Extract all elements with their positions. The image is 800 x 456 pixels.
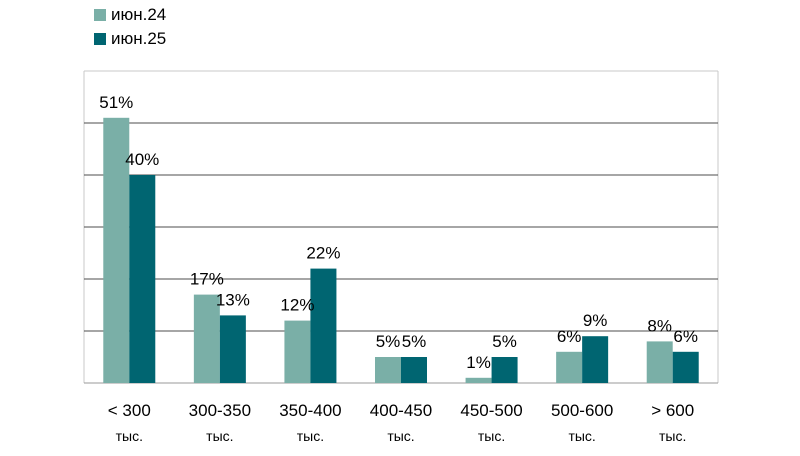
data-label-series2-cat2: 13% bbox=[216, 290, 250, 309]
x-tick-sublabel-3: тыс. bbox=[297, 428, 324, 444]
data-label-series2-cat4: 5% bbox=[402, 332, 427, 351]
data-label-series1-cat2: 17% bbox=[190, 270, 224, 289]
x-tick-sublabel-2: тыс. bbox=[206, 428, 233, 444]
data-label-series2-cat6: 9% bbox=[583, 311, 608, 330]
data-label-series1-cat1: 51% bbox=[99, 93, 133, 112]
bar-series1-cat3 bbox=[284, 320, 311, 383]
bar-series2-cat1 bbox=[129, 175, 156, 383]
bar-series2-cat5 bbox=[491, 357, 518, 383]
data-label-series2-cat1: 40% bbox=[125, 150, 159, 169]
bar-series1-cat1 bbox=[103, 117, 130, 384]
x-tick-sublabel-1: тыс. bbox=[116, 428, 143, 444]
chart-legend: июн.24 июн.25 bbox=[94, 5, 166, 48]
x-tick-sublabel-6: тыс. bbox=[568, 428, 595, 444]
x-tick-sublabel-7: тыс. bbox=[659, 428, 686, 444]
x-tick-label-3: 350-400 bbox=[279, 401, 341, 420]
bar-series2-cat3 bbox=[310, 268, 337, 383]
data-label-series1-cat4: 5% bbox=[376, 332, 401, 351]
bar-series1-cat7 bbox=[646, 341, 673, 383]
bars bbox=[103, 117, 699, 384]
bar-series1-cat2 bbox=[193, 294, 220, 383]
bar-series2-cat7 bbox=[672, 351, 699, 383]
x-tick-label-6: 500-600 bbox=[551, 401, 613, 420]
x-tick-label-7: > 600 bbox=[651, 401, 694, 420]
x-tick-label-1: < 300 bbox=[108, 401, 151, 420]
x-tick-label-5: 450-500 bbox=[460, 401, 522, 420]
data-label-series1-cat7: 8% bbox=[647, 316, 672, 335]
data-label-series1-cat6: 6% bbox=[557, 327, 582, 346]
bar-series2-cat2 bbox=[219, 315, 246, 383]
data-label-series1-cat5: 1% bbox=[466, 353, 491, 372]
data-labels: 51%40%17%13% 12%22%5% 5%1%5% 6%9% 8%6% bbox=[99, 93, 698, 372]
data-label-series2-cat5: 5% bbox=[492, 332, 517, 351]
data-label-series1-cat3: 12% bbox=[280, 296, 314, 315]
bar-series1-cat6 bbox=[556, 351, 583, 383]
legend-label-1: июн.24 bbox=[111, 5, 166, 24]
legend-swatch-1 bbox=[94, 9, 106, 21]
data-label-series2-cat3: 22% bbox=[306, 244, 340, 263]
x-tick-sublabel-4: тыс. bbox=[387, 428, 414, 444]
data-label-series2-cat7: 6% bbox=[673, 327, 698, 346]
bar-series1-cat5 bbox=[465, 377, 492, 383]
legend-label-2: июн.25 bbox=[111, 29, 166, 48]
legend-swatch-2 bbox=[94, 33, 106, 45]
bar-series2-cat6 bbox=[582, 336, 609, 383]
x-tick-label-4: 400-450 bbox=[370, 401, 432, 420]
x-axis-tick-labels: < 300 тыс. 300-350 тыс. 350-400 тыс. 400-450 ты… bbox=[108, 401, 694, 444]
x-tick-sublabel-5: тыс. bbox=[478, 428, 505, 444]
bar-series2-cat4 bbox=[401, 357, 427, 383]
x-tick-label-2: 300-350 bbox=[189, 401, 251, 420]
bar-series1-cat4 bbox=[375, 357, 401, 383]
